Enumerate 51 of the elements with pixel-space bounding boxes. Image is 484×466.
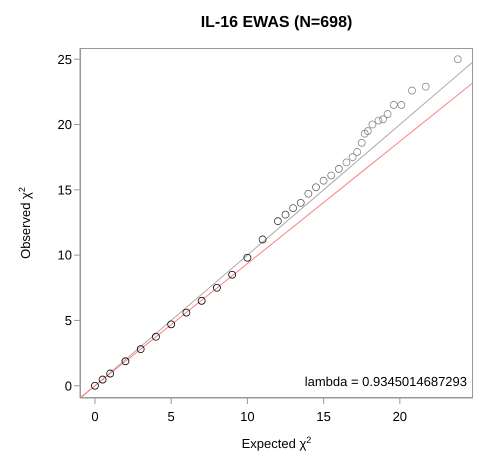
point (296, 198, 305, 207)
x-axis-title: Expected χ$^{2}$ (242, 435, 312, 451)
point (312, 183, 320, 192)
point (152, 332, 160, 341)
x-tick-label: 5 (168, 409, 175, 424)
y-tick-label: 10 (58, 248, 72, 263)
point (379, 115, 387, 124)
point (327, 172, 336, 180)
point (212, 284, 221, 292)
point (364, 127, 372, 135)
point (106, 370, 114, 378)
point (136, 345, 145, 354)
point (282, 210, 290, 219)
point (408, 86, 416, 94)
y-tick-label: 15 (58, 182, 72, 198)
point (384, 110, 392, 118)
point (122, 357, 130, 366)
point (182, 308, 190, 316)
point (368, 120, 376, 128)
point (454, 55, 462, 64)
y-tick-label: 25 (58, 52, 72, 67)
point (289, 204, 298, 212)
annotation: lambda = 0.9345014687293 (304, 374, 467, 389)
point (304, 190, 312, 198)
point (390, 101, 398, 109)
point (334, 165, 343, 173)
point (348, 153, 356, 162)
y-tick-label: 20 (58, 117, 72, 132)
chart-title: IL-16 EWAS (N=698) (200, 14, 354, 32)
point (258, 236, 267, 244)
point (397, 101, 406, 109)
point (320, 176, 328, 185)
point (98, 376, 106, 384)
point (198, 296, 206, 305)
point (422, 82, 430, 91)
point (358, 138, 366, 147)
x-tick-label: 10 (240, 409, 255, 424)
x-tick-label: 0 (91, 409, 99, 424)
y-tick-label: 5 (64, 313, 72, 328)
point (374, 116, 382, 125)
y-tick-label: 0 (64, 378, 72, 394)
point (342, 158, 350, 166)
point (360, 130, 369, 138)
x-tick-label: 15 (316, 409, 331, 424)
x-tick-label: 20 (392, 409, 408, 424)
point (167, 320, 176, 328)
point (274, 217, 282, 226)
point (91, 382, 99, 390)
point (243, 254, 252, 262)
point (228, 270, 236, 279)
point (353, 148, 362, 156)
